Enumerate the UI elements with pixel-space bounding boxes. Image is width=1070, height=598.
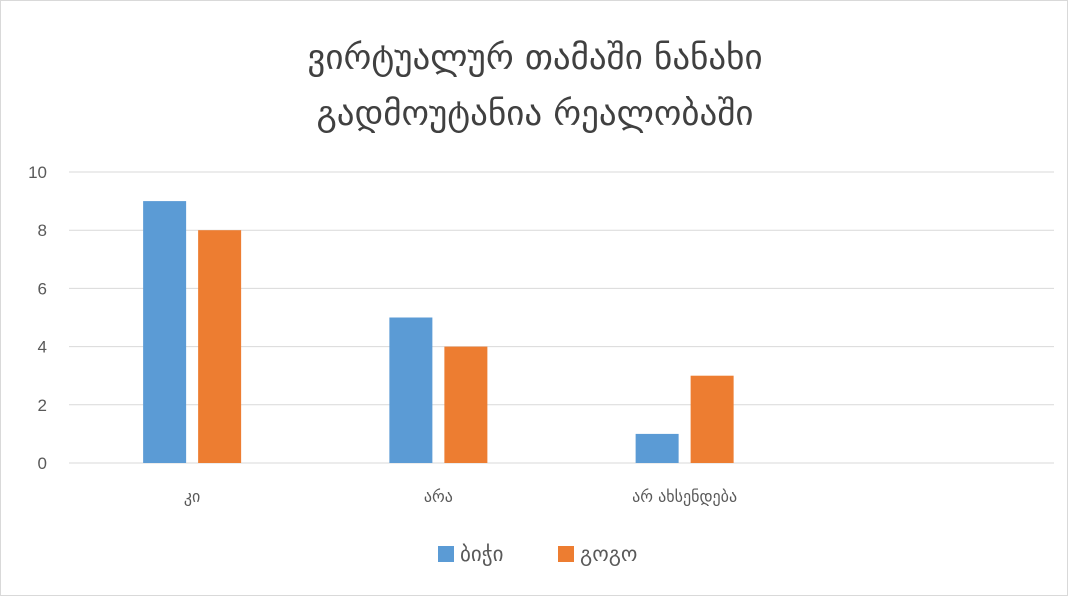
bar-boys-0 [143,201,187,463]
x-category-label: არ ახსენდება [632,487,737,506]
bar-girls-2 [690,375,734,463]
y-tick-label: 10 [28,163,47,182]
y-tick-label: 2 [38,396,47,415]
chart-title-line-2: გადმოუტანია რეალობაში [316,94,754,134]
chart-title-line-1: ვირტუალურ თამაში ნანახი [307,38,763,78]
bar-girls-1 [444,346,488,463]
y-tick-label: 8 [38,221,47,240]
y-tick-label: 6 [38,279,47,298]
legend-swatch-girls [558,546,574,562]
bar-boys-1 [389,317,433,463]
legend-label-girls: გოგო [580,542,637,566]
legend-swatch-boys [438,546,454,562]
x-category-label: არა [424,487,453,506]
legend-label-boys: ბიჭი [460,542,504,566]
x-category-label: კი [184,487,200,506]
y-tick-label: 4 [38,338,47,357]
bar-girls-0 [198,230,242,463]
bar-boys-2 [635,433,679,463]
y-tick-label: 0 [38,454,47,473]
